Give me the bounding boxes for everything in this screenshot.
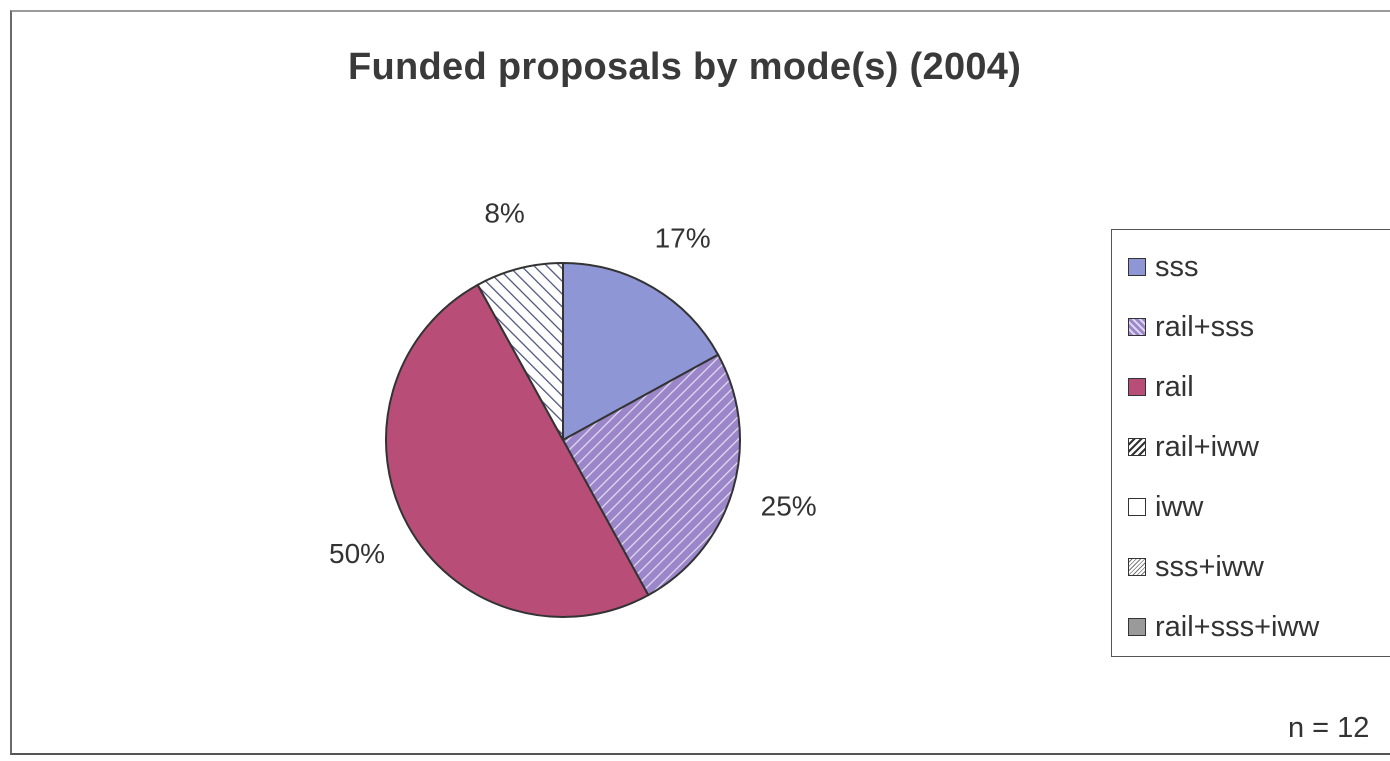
legend-swatch: [1128, 318, 1146, 336]
pie-slice-rail-sss: [561, 353, 741, 597]
chart-legend: sss rail+sss rail rail+iww iww sss+iww rail+ss…: [1111, 229, 1390, 657]
pie-slice-rail: [385, 283, 650, 618]
slice-label-rail-iww: 8%: [484, 197, 524, 228]
legend-item: iww: [1128, 487, 1203, 527]
legend-swatch: [1128, 618, 1146, 636]
legend-label: iww: [1155, 490, 1204, 523]
legend-swatch: [1128, 438, 1146, 456]
slice-label-rail: 50%: [329, 538, 385, 569]
legend-label: sss+iww: [1155, 550, 1264, 583]
legend-swatch: [1128, 378, 1146, 396]
slice-label-sss: 17%: [655, 223, 711, 254]
legend-item: rail+sss: [1128, 307, 1254, 347]
legend-item: rail: [1128, 367, 1194, 407]
chart-title: Funded proposals by mode(s) (2004): [348, 46, 1022, 88]
legend-label: rail: [1155, 370, 1194, 403]
sample-size-note: n = 12: [1288, 712, 1370, 744]
legend-label: rail+sss+iww: [1155, 610, 1320, 643]
pie-slice-rail-iww: [476, 261, 564, 441]
legend-item: sss+iww: [1128, 547, 1264, 587]
legend-label: rail+sss: [1155, 310, 1255, 343]
legend-item: rail+sss+iww: [1128, 607, 1319, 647]
legend-item: rail+iww: [1128, 427, 1259, 467]
legend-label: sss: [1155, 250, 1199, 283]
legend-swatch: [1128, 498, 1146, 516]
legend-item: sss: [1128, 247, 1199, 287]
legend-swatch: [1128, 558, 1146, 576]
slice-label-rail-sss: 25%: [761, 491, 817, 522]
legend-label: rail+iww: [1155, 430, 1259, 463]
legend-swatch: [1128, 258, 1146, 276]
pie-slice-sss: [562, 261, 720, 442]
